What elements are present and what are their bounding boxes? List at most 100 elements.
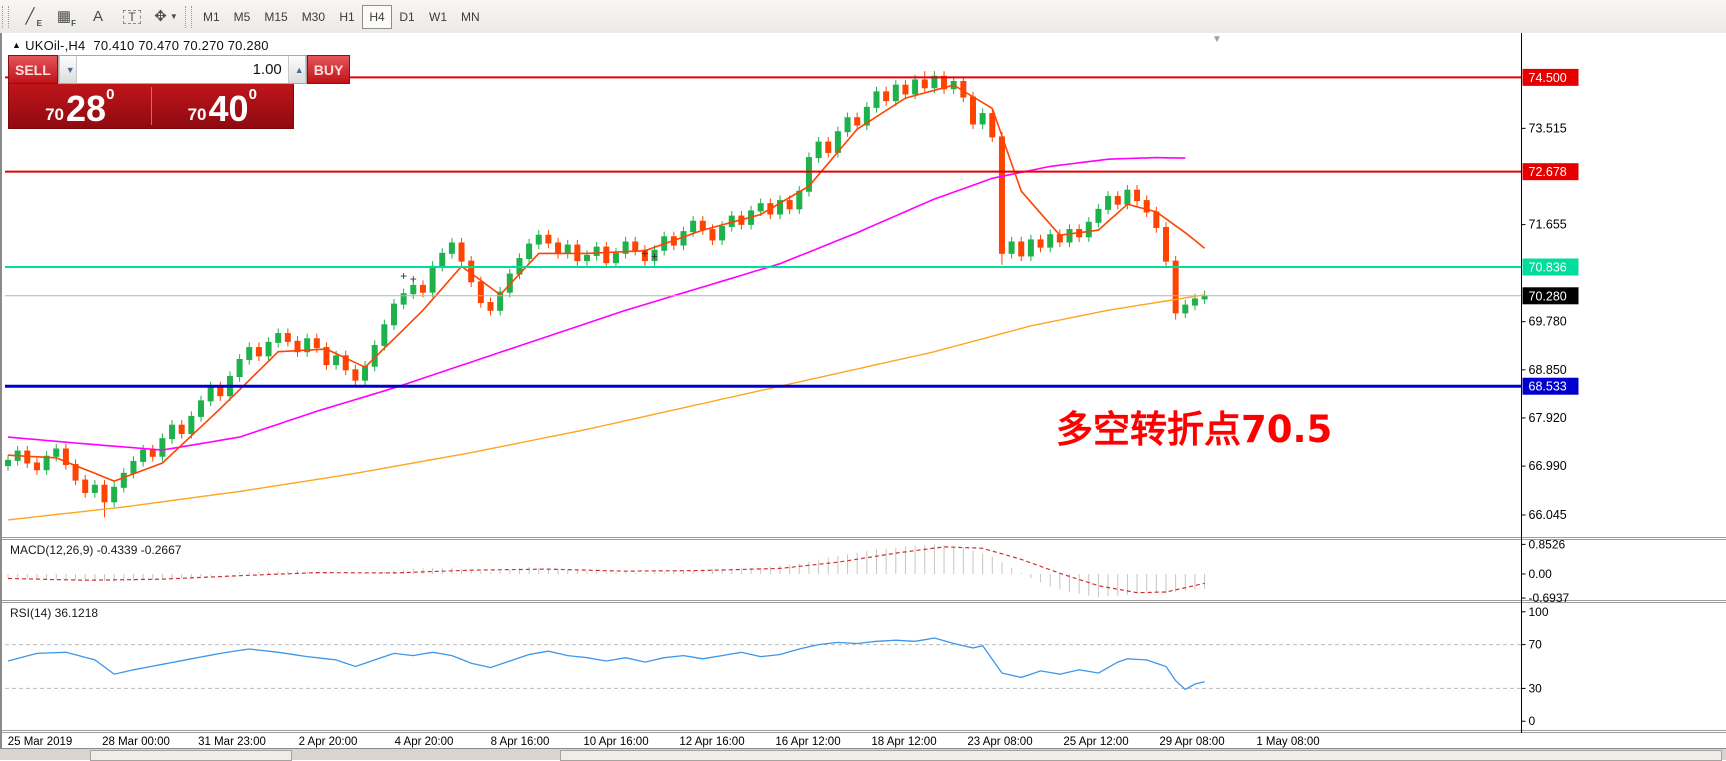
volume-increase-button[interactable]: ▲ xyxy=(287,56,306,83)
candle-body xyxy=(593,246,600,256)
candle-body xyxy=(564,244,571,254)
timeframe-toolbar-drag-handle[interactable] xyxy=(185,5,192,28)
pane-separator-2[interactable] xyxy=(0,730,1726,733)
tf-button-w1[interactable]: W1 xyxy=(422,5,454,29)
price-axis[interactable]: 73.515 71.655 69.780 68.850 67.920 66.990 66.0… xyxy=(1521,33,1579,733)
text-tool[interactable]: A xyxy=(82,4,114,30)
objects-tool[interactable]: ✥ ▼ xyxy=(150,4,182,30)
candle-body xyxy=(120,472,127,488)
candle-body xyxy=(207,386,214,402)
candle-body xyxy=(1182,304,1189,314)
chart-shift-marker-icon[interactable]: ▼ xyxy=(1212,34,1222,45)
candle-body xyxy=(883,91,890,102)
candle-body xyxy=(873,91,880,108)
candle-body xyxy=(284,333,291,342)
date-label: 10 Apr 16:00 xyxy=(583,736,648,748)
tf-button-m30[interactable]: M30 xyxy=(295,5,332,29)
candle-body xyxy=(912,79,919,95)
price-badge-label: 68.533 xyxy=(1529,380,1567,394)
candle-body xyxy=(786,200,793,210)
chart-window xyxy=(0,33,1726,759)
tf-button-h1[interactable]: H1 xyxy=(332,5,362,29)
candle-body xyxy=(632,241,639,251)
bottom-strip-segment[interactable] xyxy=(90,750,292,761)
candle-body xyxy=(1047,234,1054,248)
tf-button-m15[interactable]: M15 xyxy=(257,5,294,29)
pane-separator-1[interactable] xyxy=(0,600,1726,603)
sell-price-display[interactable]: 70 28 0 xyxy=(45,86,115,129)
rsi-tick-label: 0 xyxy=(1529,714,1536,728)
tf-button-mn[interactable]: MN xyxy=(454,5,487,29)
rsi-pane[interactable] xyxy=(5,637,1521,691)
candle-body xyxy=(487,302,494,311)
candle-body xyxy=(323,347,330,366)
candle-body xyxy=(892,84,899,102)
tf-button-m5[interactable]: M5 xyxy=(227,5,258,29)
candle-body xyxy=(477,281,484,304)
panel-collapse-arrow-icon[interactable]: ▲ xyxy=(12,40,22,50)
candle-body xyxy=(1095,208,1102,223)
candle-body xyxy=(921,79,928,89)
candle-body xyxy=(429,265,436,293)
tf-button-m1[interactable]: M1 xyxy=(196,5,227,29)
candle-body xyxy=(130,460,137,474)
candle-body xyxy=(62,448,69,466)
date-label: 25 Mar 2019 xyxy=(8,736,73,748)
price-badge-label: 70.836 xyxy=(1529,261,1567,275)
candle-body xyxy=(998,136,1005,254)
price-tick-label: 73.515 xyxy=(1529,121,1567,135)
textbox-tool[interactable]: T xyxy=(116,4,148,30)
volume-decrease-button[interactable]: ▼ xyxy=(58,56,77,83)
grid-tool[interactable]: ▦ F xyxy=(48,4,80,30)
macd-pane[interactable] xyxy=(7,544,1206,598)
macd-tick-label: -0.6937 xyxy=(1529,591,1570,605)
candle-body xyxy=(796,190,803,210)
sell-button[interactable]: SELL xyxy=(8,55,58,84)
candle-body xyxy=(53,448,60,457)
candle-body xyxy=(545,234,552,244)
toolbar-drag-handle[interactable] xyxy=(2,5,9,28)
time-axis[interactable]: 25 Mar 2019 28 Mar 00:00 31 Mar 23:00 2 Apr… xyxy=(8,736,1320,748)
candle-body xyxy=(91,484,98,493)
rsi-tick-label: 30 xyxy=(1529,681,1543,695)
price-badge xyxy=(1522,287,1579,305)
candle-body xyxy=(526,243,533,260)
price-badge-label: 72.678 xyxy=(1529,165,1567,179)
candle-body xyxy=(690,220,697,233)
candle-body xyxy=(198,400,204,417)
window-left-border xyxy=(0,33,2,748)
candle-body xyxy=(342,355,349,371)
candle-body xyxy=(111,486,118,503)
tf-button-d1[interactable]: D1 xyxy=(392,5,422,29)
tf-button-h4[interactable]: H4 xyxy=(362,4,393,29)
candle-body xyxy=(381,324,388,346)
volume-input[interactable] xyxy=(76,56,288,83)
candle-body xyxy=(941,75,948,90)
pane-separator-0[interactable] xyxy=(0,537,1726,540)
candle-body xyxy=(352,369,359,381)
timeframes-group: M1 M5 M15 M30 H1 H4 D1 W1 MN xyxy=(196,4,487,29)
fast-ma-line xyxy=(7,84,1206,482)
candle-body xyxy=(439,252,446,267)
candle-body xyxy=(506,273,513,293)
candle-body xyxy=(989,113,996,138)
macd-tick-label: 0.8526 xyxy=(1529,537,1566,551)
chart-symbol-title: ▲ UKOil-,H4 70.410 70.470 70.270 70.280 xyxy=(12,38,269,53)
candle-body xyxy=(699,220,706,231)
chart-canvas[interactable]: + ++ +73.51571.65569.78068.85067.92066.990… xyxy=(0,33,1726,759)
buy-button[interactable]: BUY xyxy=(306,55,351,84)
candle-body xyxy=(815,141,822,159)
plus-mark-icon: + xyxy=(400,269,407,283)
candle-body xyxy=(1163,226,1169,262)
price-badge xyxy=(1522,258,1579,276)
one-click-trading-panel: SELL ▼ ▲ BUY 70 28 0 70 40 0 xyxy=(8,55,351,129)
objects-tool-dropdown-icon[interactable]: ▼ xyxy=(169,12,178,21)
rsi-indicator-label: RSI(14) 36.1218 xyxy=(10,606,99,620)
candle-body xyxy=(1018,241,1025,257)
buy-price-display[interactable]: 70 40 0 xyxy=(187,86,257,129)
slow-ma-line xyxy=(7,294,1205,521)
draw-lines-tool[interactable]: ╱ E xyxy=(14,4,46,30)
bottom-strip-segment[interactable] xyxy=(560,750,1722,761)
candle-body xyxy=(497,291,504,311)
candle-body xyxy=(391,303,397,326)
